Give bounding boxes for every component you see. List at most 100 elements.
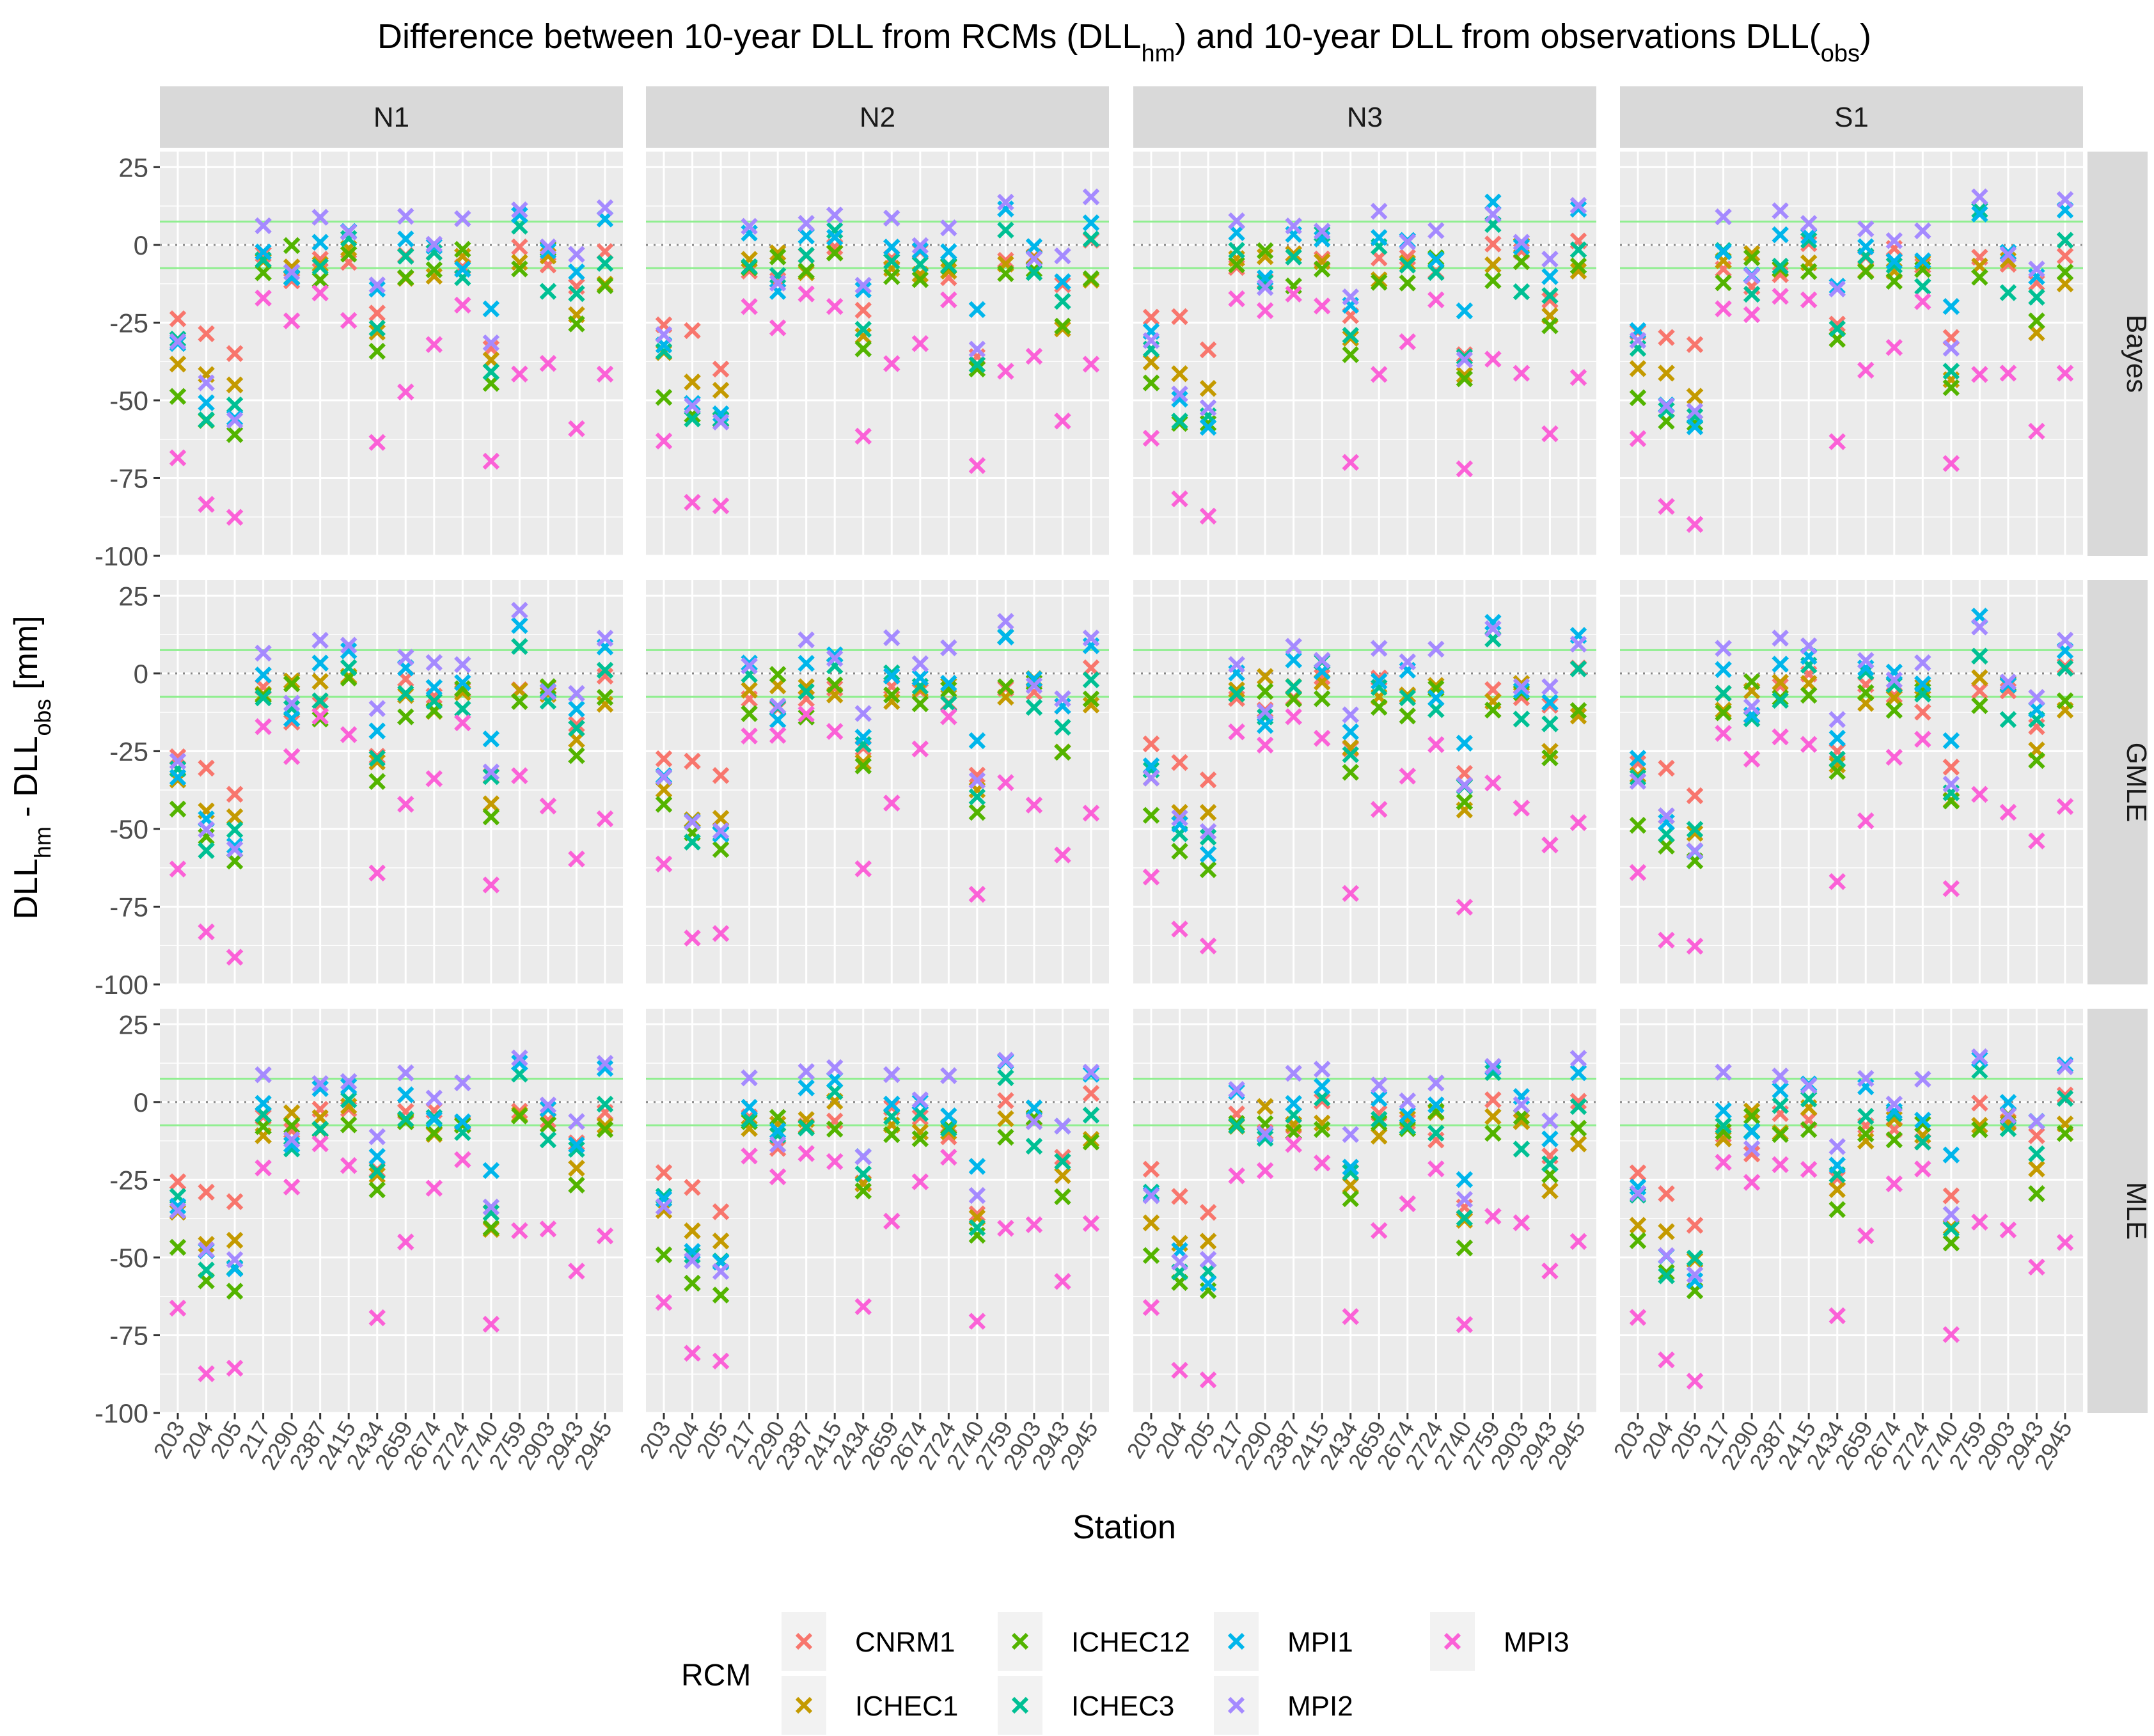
point-MPI2 bbox=[1371, 1077, 1388, 1094]
point-ICHEC1 bbox=[712, 810, 730, 827]
point-ICHEC12 bbox=[368, 773, 386, 790]
y-tick-label: -25 bbox=[109, 1165, 148, 1195]
panel-background bbox=[1620, 580, 2083, 984]
point-MPI3 bbox=[255, 289, 272, 307]
point-ICHEC12 bbox=[1171, 842, 1188, 860]
point-ICHEC12 bbox=[1456, 1239, 1474, 1257]
point-ICHEC3 bbox=[940, 256, 957, 274]
point-ICHEC3 bbox=[1999, 711, 2017, 729]
point-ICHEC3 bbox=[1054, 718, 1071, 736]
point-MPI3 bbox=[1715, 1153, 1732, 1171]
point-MPI2 bbox=[826, 206, 844, 224]
panel-Bayes-N3 bbox=[1133, 152, 1596, 557]
point-ICHEC3 bbox=[511, 638, 528, 655]
point-ICHEC3 bbox=[1054, 292, 1071, 310]
point-ICHEC1 bbox=[1456, 367, 1474, 384]
point-ICHEC12 bbox=[425, 1124, 443, 1142]
point-MPI1 bbox=[798, 227, 815, 245]
point-ICHEC12 bbox=[655, 796, 673, 813]
point-MPI3 bbox=[1427, 1160, 1445, 1178]
point-ICHEC12 bbox=[1715, 704, 1732, 722]
point-ICHEC12 bbox=[1054, 743, 1071, 761]
point-ICHEC1 bbox=[1828, 1181, 1846, 1199]
point-MPI2 bbox=[226, 411, 244, 429]
point-MPI2 bbox=[684, 813, 701, 831]
point-MPI3 bbox=[340, 312, 358, 329]
point-MPI2 bbox=[1569, 196, 1587, 214]
point-ICHEC12 bbox=[1484, 272, 1502, 289]
point-MPI3 bbox=[741, 727, 758, 745]
point-ICHEC1 bbox=[568, 731, 585, 748]
point-CNRM1 bbox=[511, 1103, 528, 1120]
point-MPI1 bbox=[2056, 201, 2074, 219]
point-MPI1 bbox=[911, 242, 929, 259]
point-CNRM1 bbox=[596, 242, 614, 260]
point-MPI3 bbox=[684, 929, 701, 947]
point-MPI3 bbox=[311, 707, 329, 725]
point-MPI1 bbox=[968, 732, 986, 750]
point-MPI1 bbox=[1427, 690, 1445, 707]
point-ICHEC1 bbox=[854, 754, 872, 771]
point-MPI2 bbox=[1082, 1063, 1100, 1081]
point-MPI2 bbox=[2028, 1113, 2045, 1130]
point-MPI3 bbox=[1228, 1167, 1245, 1185]
point-CNRM1 bbox=[1171, 754, 1188, 771]
point-MPI3 bbox=[596, 365, 614, 383]
point-ICHEC12 bbox=[1541, 1166, 1559, 1184]
point-ICHEC1 bbox=[1054, 1167, 1071, 1185]
point-MPI1 bbox=[1142, 757, 1160, 775]
strip-N2 bbox=[646, 86, 1109, 148]
point-MPI2 bbox=[1456, 1190, 1474, 1208]
point-ICHEC12 bbox=[2028, 1185, 2045, 1203]
point-MPI1 bbox=[1715, 1102, 1732, 1119]
point-MPI3 bbox=[1942, 455, 1960, 472]
point-MPI3 bbox=[940, 708, 957, 725]
point-MPI1 bbox=[769, 711, 787, 729]
point-ICHEC1 bbox=[1054, 320, 1071, 338]
point-MPI2 bbox=[368, 700, 386, 717]
point-ICHEC12 bbox=[596, 1121, 614, 1139]
panel-background bbox=[1620, 152, 2083, 556]
point-ICHEC12 bbox=[1342, 764, 1359, 781]
point-MPI2 bbox=[1885, 232, 1903, 249]
point-MPI2 bbox=[198, 1241, 215, 1259]
point-ICHEC3 bbox=[1199, 1263, 1217, 1280]
point-MPI2 bbox=[997, 1052, 1014, 1069]
point-MPI2 bbox=[283, 1131, 301, 1148]
point-MPI3 bbox=[1999, 365, 2017, 382]
point-ICHEC3 bbox=[1800, 1090, 1818, 1108]
point-MPI2 bbox=[1772, 629, 1789, 647]
strip-label-N3: N3 bbox=[1347, 102, 1383, 133]
point-MPI3 bbox=[283, 312, 301, 329]
point-ICHEC1 bbox=[1342, 329, 1359, 347]
point-MPI1 bbox=[368, 1148, 386, 1165]
point-ICHEC1 bbox=[1857, 695, 1875, 712]
point-MPI1 bbox=[1371, 672, 1388, 690]
point-ICHEC12 bbox=[798, 708, 815, 726]
point-ICHEC3 bbox=[1228, 685, 1245, 703]
point-MPI2 bbox=[511, 601, 528, 619]
point-ICHEC12 bbox=[482, 375, 500, 392]
point-ICHEC1 bbox=[368, 1166, 386, 1184]
point-MPI1 bbox=[1971, 205, 1988, 223]
point-MPI3 bbox=[1857, 812, 1875, 830]
point-MPI3 bbox=[1772, 728, 1789, 746]
point-ICHEC1 bbox=[741, 681, 758, 699]
point-ICHEC12 bbox=[1399, 274, 1417, 292]
point-ICHEC12 bbox=[1456, 370, 1474, 388]
point-MPI2 bbox=[1971, 188, 1988, 206]
point-MPI3 bbox=[655, 855, 673, 872]
point-MPI3 bbox=[511, 365, 528, 383]
point-ICHEC12 bbox=[883, 1126, 900, 1144]
point-MPI3 bbox=[769, 727, 787, 744]
y-tick-label: 0 bbox=[134, 659, 148, 689]
point-CNRM1 bbox=[1658, 329, 1675, 346]
y-tick-label: -25 bbox=[109, 308, 148, 338]
point-MPI1 bbox=[1399, 1106, 1417, 1123]
point-MPI2 bbox=[684, 1252, 701, 1270]
point-ICHEC1 bbox=[482, 351, 500, 369]
point-MPI3 bbox=[255, 1159, 272, 1177]
point-MPI2 bbox=[1285, 638, 1302, 655]
legend-item-MPI1: MPI1 bbox=[1214, 1612, 1353, 1671]
point-MPI3 bbox=[769, 319, 787, 336]
